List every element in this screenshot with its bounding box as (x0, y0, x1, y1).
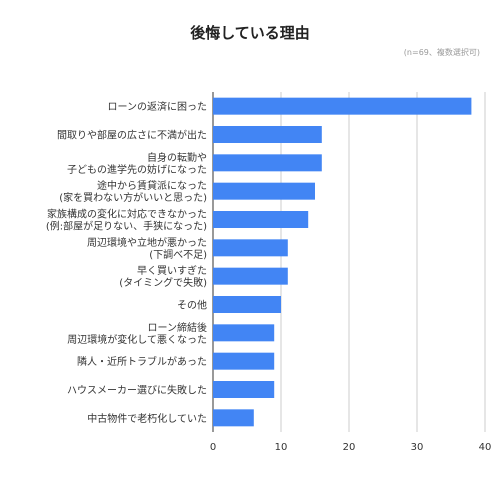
category-label: 早く買いすぎた(タイミングで失敗) (119, 264, 207, 289)
x-tick-label: 10 (275, 442, 288, 453)
bar (213, 154, 322, 172)
x-tick-label: 40 (479, 442, 492, 453)
category-label: ローンの返済に困った (108, 100, 208, 113)
bar (213, 324, 275, 342)
category-label: 中古物件で老朽化していた (87, 412, 207, 425)
bar (213, 296, 281, 313)
bar (213, 352, 275, 370)
category-label: 間取りや部屋の広さに不満が出た (57, 129, 207, 142)
category-label: 家族構成の変化に対応できなかった(例:部屋が足りない、手狭になった) (46, 208, 207, 233)
bar (213, 182, 315, 200)
bar (213, 126, 322, 143)
chart-title: 後悔している理由 (190, 24, 310, 42)
bar (213, 239, 288, 257)
x-tick-label: 0 (210, 442, 216, 453)
category-label: ローン締結後周辺環境が変化して悪くなった (67, 321, 207, 346)
bar (213, 97, 472, 115)
category-label: 途中から賃貸派になった(家を買わない方がいいと思った) (59, 179, 207, 204)
category-label: 周辺環境や立地が悪かった(下調べ不足) (87, 236, 207, 261)
chart-note: (n=69、複数選択可) (403, 48, 480, 57)
x-tick-label: 20 (343, 442, 356, 453)
category-label: 隣人・近所トラブルがあった (77, 355, 207, 368)
category-label: その他 (177, 299, 207, 312)
category-label: 自身の転勤や子どもの進学先の妨げになった (67, 151, 207, 176)
bar (213, 267, 288, 285)
bar (213, 211, 309, 228)
x-tick-label: 30 (411, 442, 424, 453)
category-label: ハウスメーカー選びに失敗した (67, 384, 207, 397)
bar (213, 381, 275, 398)
bar (213, 409, 254, 427)
